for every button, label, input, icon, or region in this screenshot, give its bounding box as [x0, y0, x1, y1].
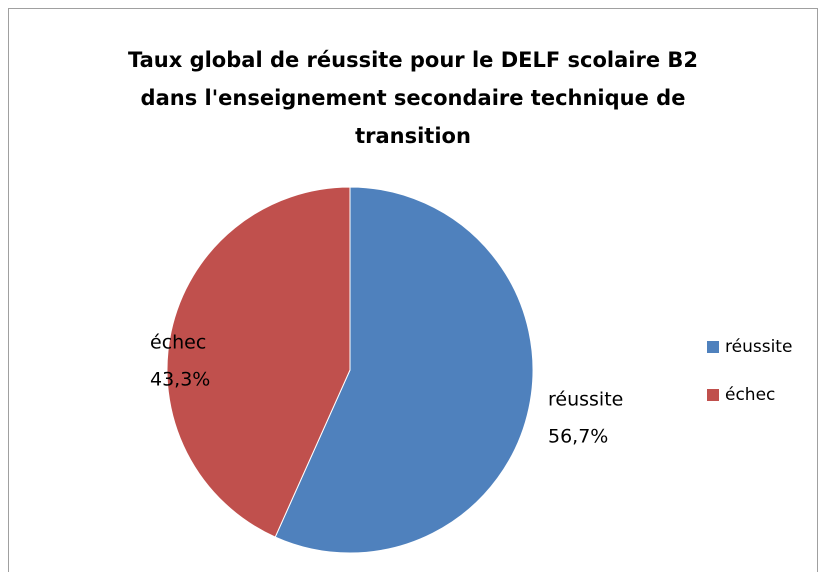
pie-slice [166, 186, 351, 538]
chart-title: transition [355, 124, 471, 148]
data-label-value: 56,7% [548, 426, 608, 448]
chart-title: dans l'enseignement secondaire technique… [141, 86, 686, 110]
legend-swatch [707, 389, 719, 401]
legend-label: réussite [725, 337, 792, 357]
pie-slice [274, 186, 534, 554]
chart-frame [8, 8, 818, 572]
data-label-category: échec [150, 332, 206, 354]
legend-swatch [707, 341, 719, 353]
chart-title: Taux global de réussite pour le DELF sco… [128, 48, 698, 72]
data-label-value: 43,3% [150, 369, 210, 391]
data-label-category: réussite [548, 389, 623, 411]
legend-label: échec [725, 385, 775, 405]
